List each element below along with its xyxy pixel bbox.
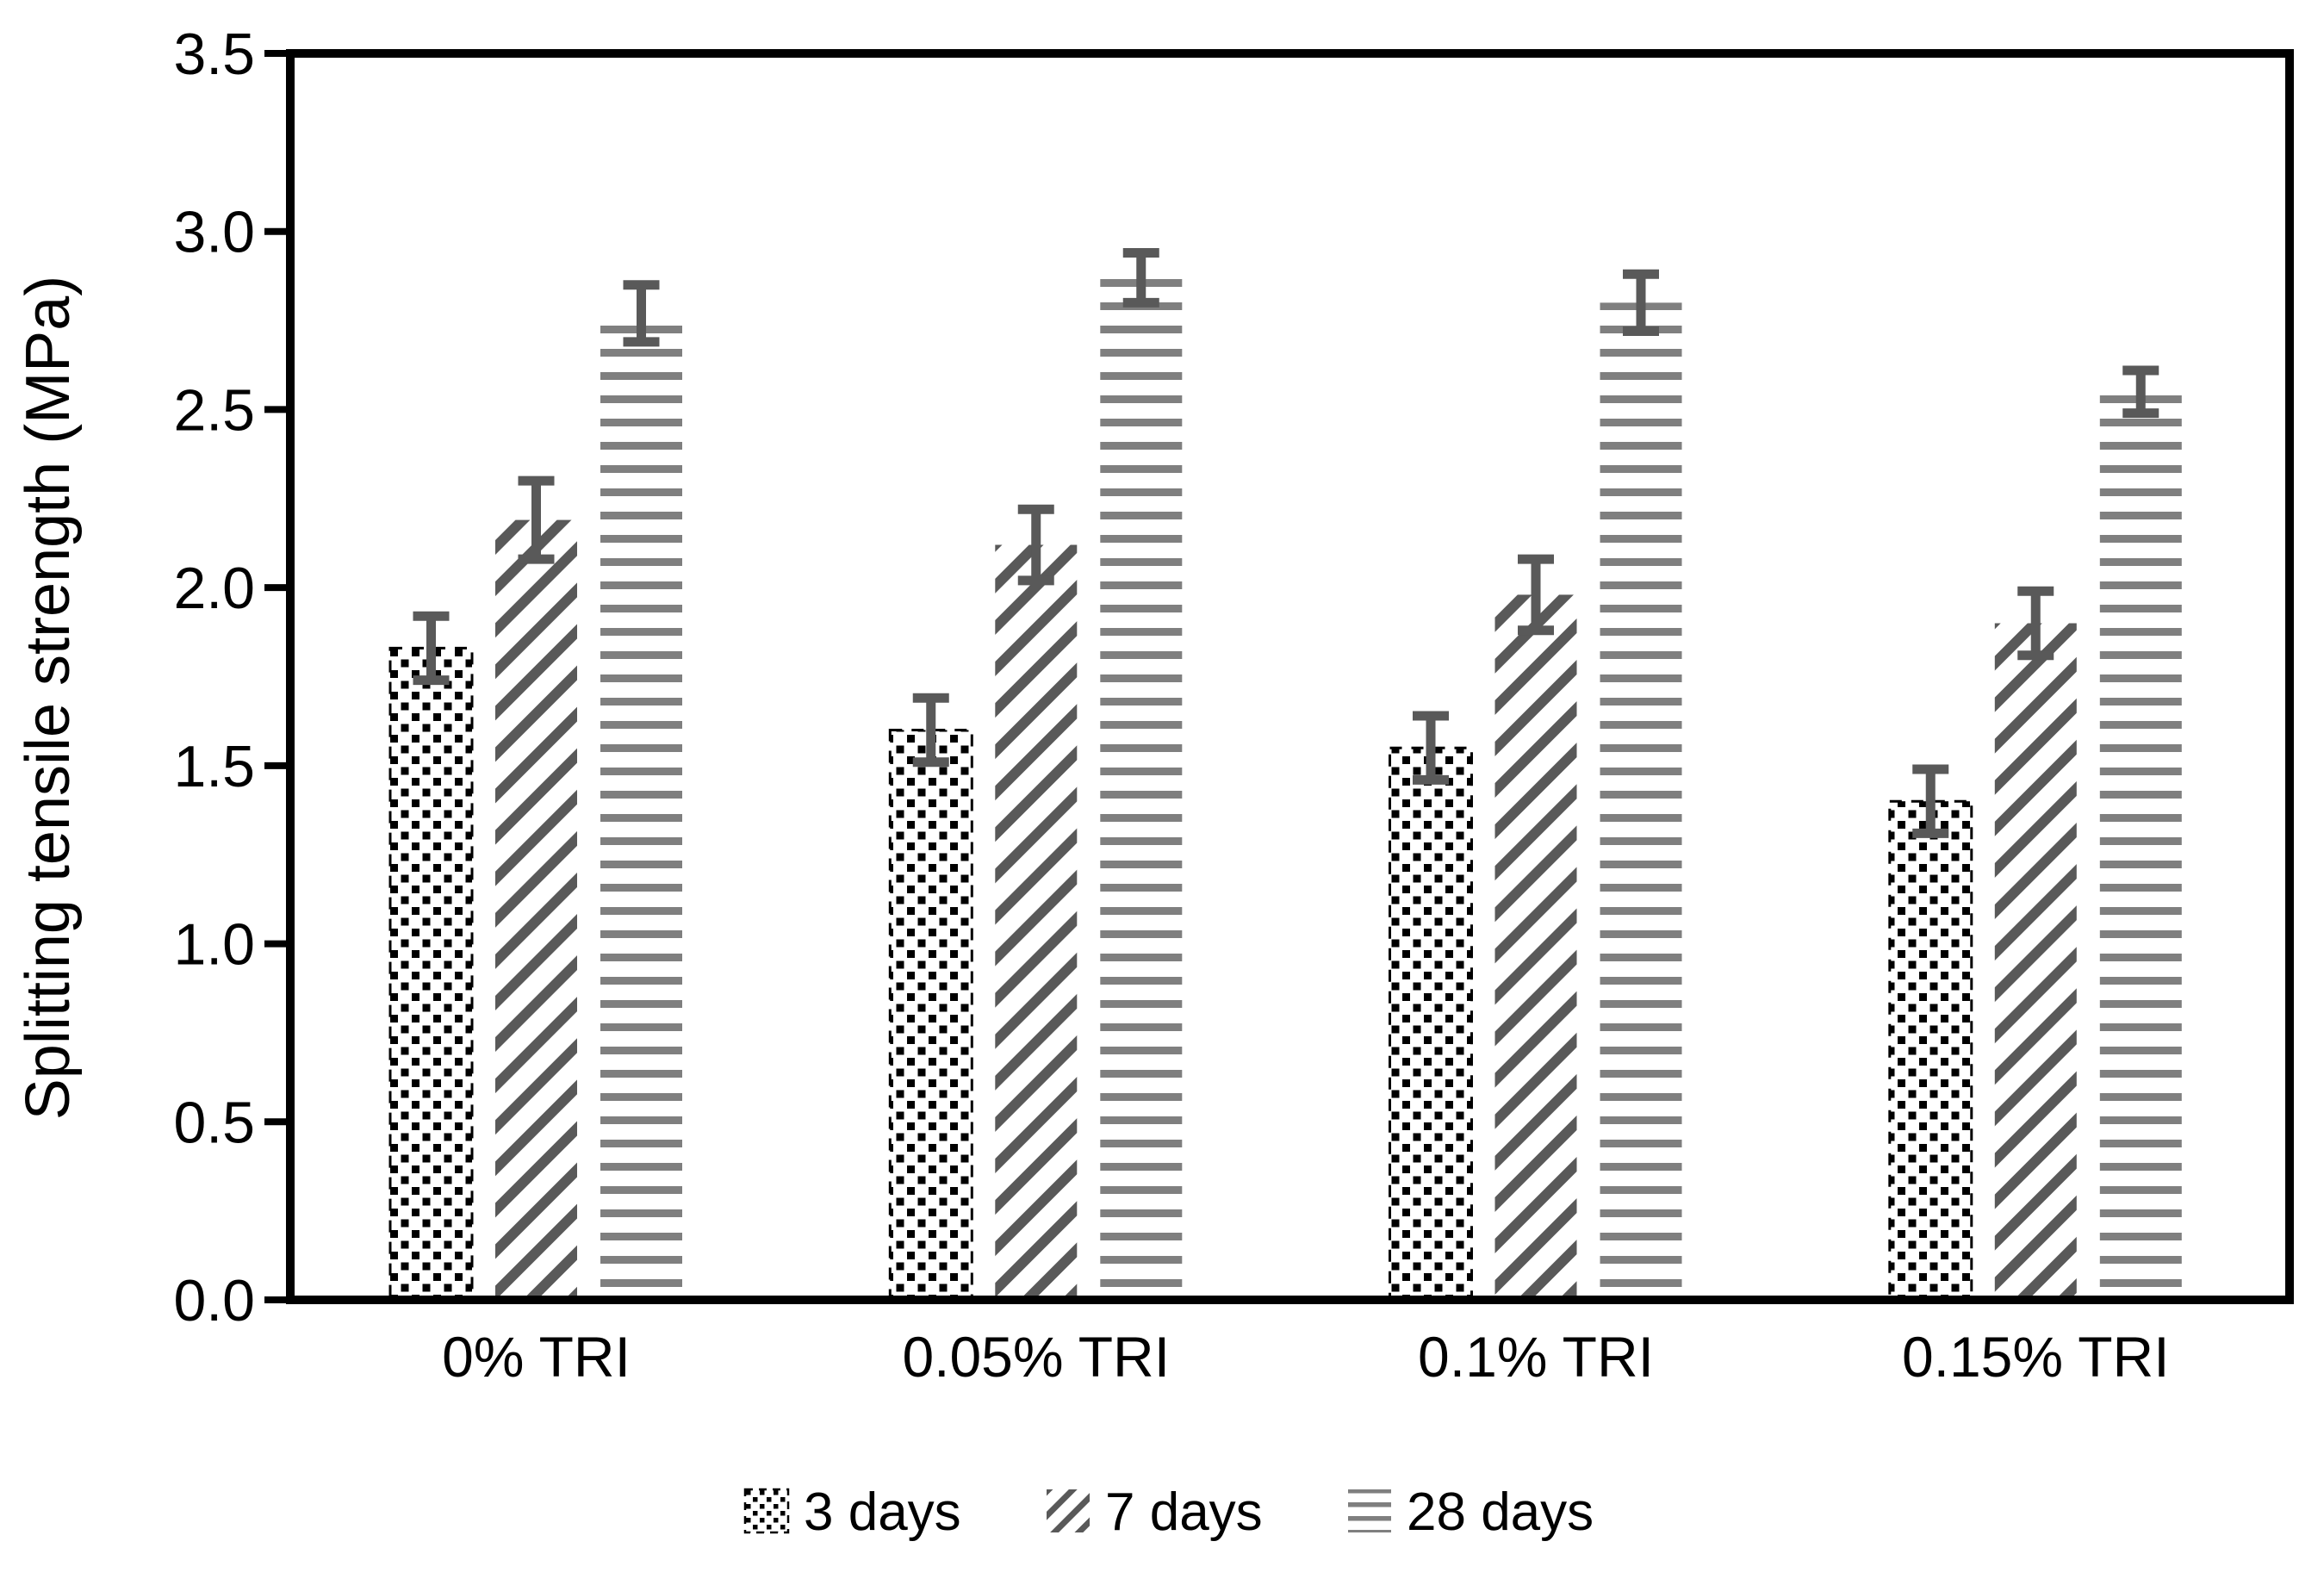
y-tick-label: 0.0	[173, 1268, 255, 1333]
error-bar	[1017, 504, 1054, 586]
error-bar	[1518, 554, 1554, 636]
bar-3-days-0-1-TRI	[1389, 746, 1473, 1302]
error-bar	[912, 693, 949, 768]
y-tick-label: 0.5	[173, 1090, 255, 1155]
bar-3-days-0-05-TRI	[888, 729, 973, 1302]
error-bar	[1413, 711, 1449, 785]
plot-frame	[286, 49, 2294, 1304]
bar-3-days-0-15-TRI	[1888, 799, 1973, 1302]
bar-28-days-0-05-TRI	[1100, 277, 1183, 1300]
y-tick-label: 2.0	[173, 556, 255, 621]
error-bar	[2122, 365, 2159, 419]
y-axis-title: Splitting tensile strength (MPa)	[14, 276, 83, 1120]
x-category-label: 0.15% TRI	[1902, 1325, 2170, 1389]
bar-28-days-0-TRI	[600, 313, 682, 1300]
x-category-label: 0.1% TRI	[1418, 1325, 1654, 1389]
bar-28-days-0-15-TRI	[2099, 391, 2182, 1300]
bars-layer	[388, 248, 2182, 1302]
x-category-label: 0% TRI	[442, 1325, 631, 1389]
bar-7-days-0-05-TRI	[995, 544, 1078, 1300]
error-bar	[518, 476, 555, 564]
bar-3-days-0-TRI	[388, 646, 474, 1302]
y-tick-label: 2.5	[173, 377, 255, 443]
legend-label-3-days: 3 days	[804, 1482, 961, 1542]
y-tick-label: 1.5	[173, 734, 255, 799]
error-bar	[1912, 764, 1949, 838]
error-bar	[2017, 586, 2054, 661]
bar-7-days-0-1-TRI	[1494, 594, 1577, 1300]
error-bar	[623, 280, 660, 347]
x-category-label: 0.05% TRI	[902, 1325, 1170, 1389]
error-bar	[413, 611, 450, 686]
error-bar	[1623, 269, 1659, 336]
y-axis-ticks	[264, 50, 286, 1303]
legend: 3 days 7 days 28 days	[743, 1482, 1594, 1542]
y-tick-label: 1.0	[173, 912, 255, 978]
bar-28-days-0-1-TRI	[1600, 302, 1682, 1300]
bar-7-days-0-15-TRI	[1994, 623, 2077, 1300]
y-tick-label: 3.5	[173, 22, 255, 87]
y-tick-label: 3.0	[173, 200, 255, 265]
legend-label-28-days: 28 days	[1407, 1482, 1594, 1542]
legend-swatch-28-days	[1348, 1489, 1391, 1532]
error-bar	[1122, 248, 1159, 308]
legend-label-7-days: 7 days	[1105, 1482, 1263, 1542]
legend-swatch-7-days	[1047, 1489, 1090, 1532]
bar-7-days-0-TRI	[495, 519, 577, 1300]
legend-swatch-3-days	[743, 1488, 790, 1534]
